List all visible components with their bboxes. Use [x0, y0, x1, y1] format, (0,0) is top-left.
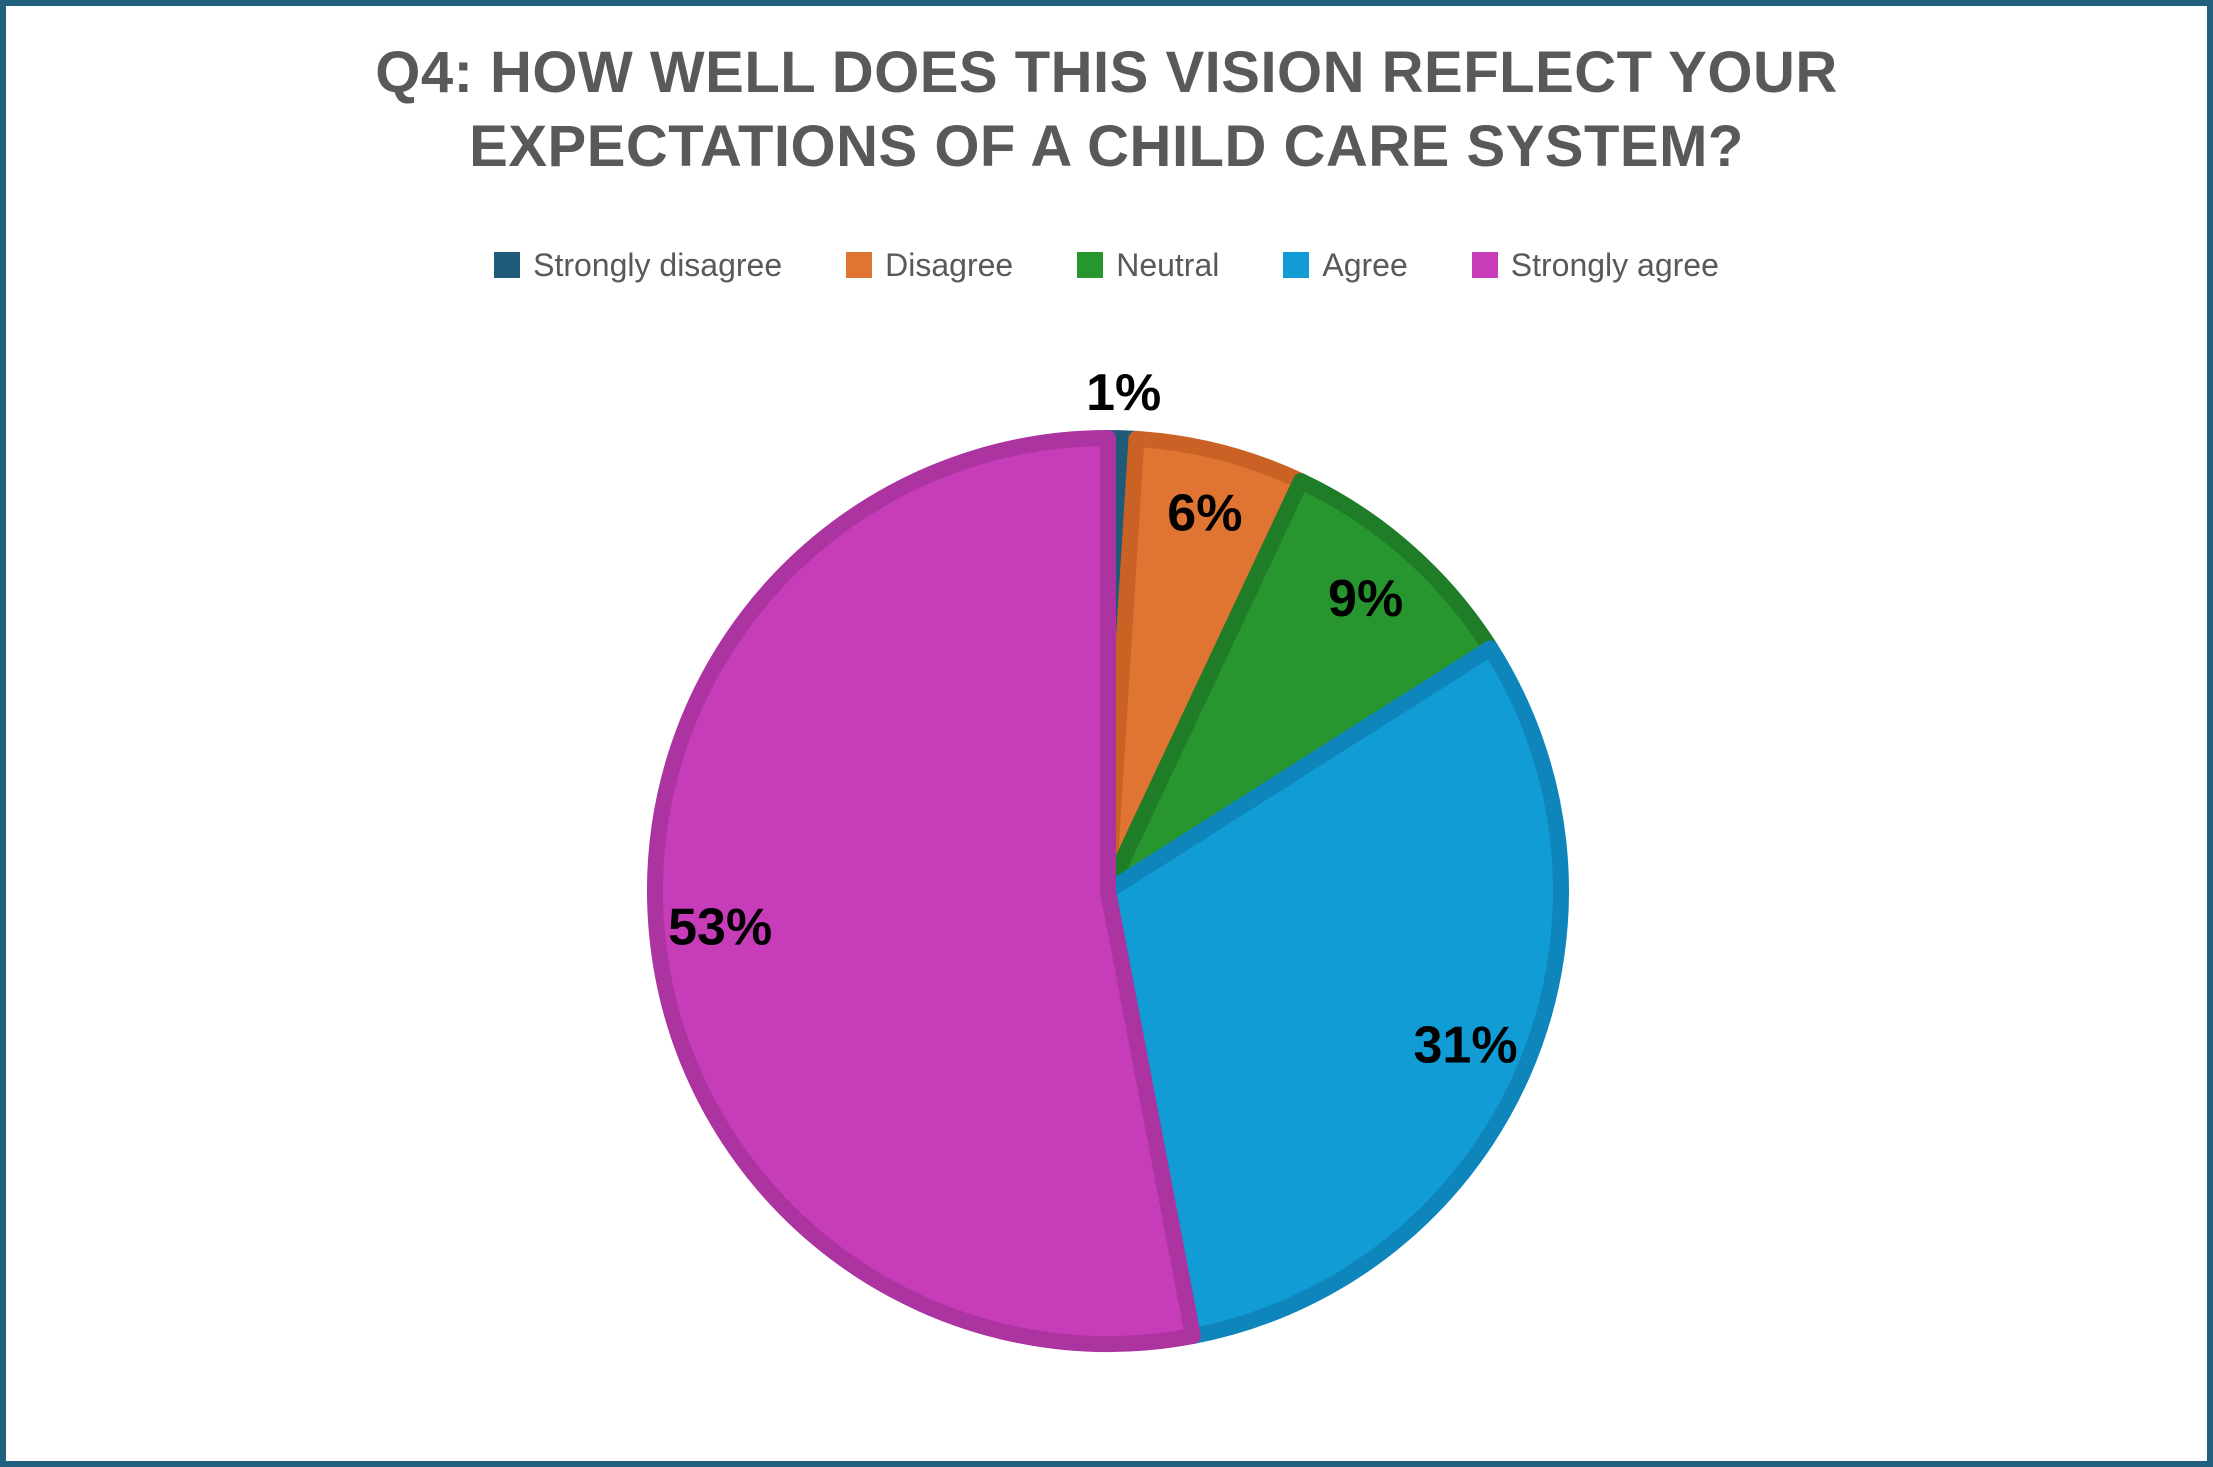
legend-swatch-strongly-disagree-icon: [494, 252, 521, 278]
pie-data-label-agree: 31%: [1413, 1017, 1517, 1075]
pie-slice-strongly-agree: [647, 430, 1201, 1352]
legend-label-neutral: Neutral: [1116, 247, 1220, 283]
legend-swatch-agree-icon: [1283, 252, 1310, 278]
legend-item-neutral: Neutral: [1077, 249, 1219, 281]
legend-label-strongly-agree: Strongly agree: [1510, 247, 1719, 283]
legend-swatch-disagree-icon: [846, 252, 873, 278]
legend-swatch-neutral-icon: [1077, 252, 1104, 278]
legend-label-disagree: Disagree: [885, 247, 1014, 283]
legend-label-strongly-disagree: Strongly disagree: [533, 247, 783, 283]
pie-data-label-strongly-agree: 53%: [668, 899, 772, 957]
chart-legend: Strongly disagree Disagree Neutral Agree…: [6, 249, 2207, 281]
legend-swatch-strongly-agree-icon: [1471, 252, 1498, 278]
pie-data-label-disagree: 6%: [1167, 485, 1242, 543]
legend-item-agree: Agree: [1283, 247, 1408, 283]
legend-item-strongly-disagree: Strongly disagree: [494, 249, 782, 281]
pie-slice-agree: [1100, 640, 1569, 1344]
pie-data-labels: 1% 6% 9% 31% 53%: [668, 364, 1517, 1075]
chart-title-line-1: Q4: HOW WELL DOES THIS VISION REFLECT YO…: [375, 40, 1838, 105]
legend-item-strongly-agree: Strongly agree: [1471, 247, 1719, 283]
pie-data-label-neutral: 9%: [1328, 570, 1403, 628]
pie-slices: [647, 430, 1569, 1352]
pie-slice-neutral: [1100, 473, 1499, 899]
pie-data-label-strongly-disagree: 1%: [1086, 364, 1161, 422]
legend-label-agree: Agree: [1322, 247, 1408, 283]
chart-title: Q4: HOW WELL DOES THIS VISION REFLECT YO…: [6, 36, 2207, 184]
legend-item-disagree: Disagree: [846, 249, 1013, 281]
chart-title-line-2: EXPECTATIONS OF A CHILD CARE SYSTEM?: [469, 114, 1744, 180]
